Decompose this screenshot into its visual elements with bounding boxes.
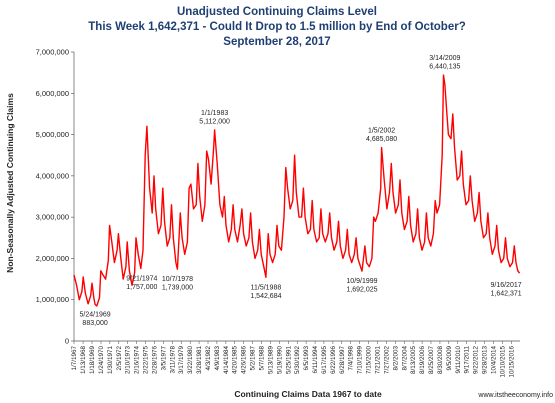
x-tick-label: 1/13/1968 — [80, 346, 87, 375]
y-tick-label: 6,000,000 — [36, 89, 69, 98]
x-tick-label: 5/30/1992 — [294, 346, 301, 375]
x-tick-label: 4/26/1986 — [241, 346, 248, 375]
annotation-value: 6,440,135 — [429, 64, 460, 71]
annotation-date: 1/5/2002 — [368, 128, 395, 135]
chart-subtitle: This Week 1,642,371 - Could It Drop to 1… — [88, 21, 465, 33]
y-tick-label: 1,000,000 — [36, 295, 69, 304]
annotation-date: 10/7/1978 — [162, 276, 193, 283]
x-tick-label: 5/7/1988 — [259, 346, 266, 371]
x-tick-label: 6/5/1993 — [303, 346, 310, 371]
x-tick-label: 2/5/1972 — [116, 346, 123, 371]
series-line — [73, 74, 521, 307]
x-tick-label: 6/11/1994 — [312, 346, 319, 374]
annotation-date: 5/24/1969 — [80, 312, 111, 319]
x-tick-label: 7/10/1999 — [357, 346, 364, 375]
annotation-date: 9/16/2017 — [490, 282, 521, 289]
x-tick-label: 9/5/2009 — [446, 346, 453, 371]
annotation-value: 5,112,000 — [199, 118, 230, 125]
x-tick-label: 10/15/2016 — [508, 346, 515, 378]
y-axis-title: Non-Seasonally Adjusted Continuing Claim… — [5, 93, 15, 273]
x-tick-label: 7/21/2001 — [374, 346, 381, 375]
x-tick-label: 8/19/2006 — [419, 346, 426, 375]
annotation-value: 1,542,684 — [250, 293, 281, 300]
x-tick-label: 1/7/1967 — [71, 346, 78, 371]
y-tick-label: 5,000,000 — [36, 130, 69, 139]
y-tick-label: 3,000,000 — [36, 213, 69, 222]
series-layer — [73, 74, 521, 307]
y-tick-label: 0 — [65, 337, 69, 346]
x-tick-label: 3/22/1980 — [187, 346, 194, 375]
x-tick-label: 3/5/1977 — [160, 346, 167, 371]
x-tick-label: 1/18/1969 — [89, 346, 96, 375]
x-tick-label: 10/4/2014 — [490, 346, 497, 375]
x-tick-label: 8/13/2005 — [410, 346, 417, 375]
x-tick-label: 10/10/2015 — [499, 346, 506, 378]
annotation-date: 11/5/1988 — [251, 284, 282, 291]
x-tick-label: 7/27/2002 — [383, 346, 390, 375]
x-tick-label: 3/11/1978 — [169, 346, 176, 374]
x-tick-label: 9/17/2011 — [464, 346, 471, 374]
y-tick-label: 4,000,000 — [36, 171, 69, 180]
x-tick-label: 1/30/1971 — [107, 346, 114, 375]
x-tick-label: 4/14/1984 — [223, 346, 230, 375]
x-tick-label: 8/30/2008 — [437, 346, 444, 375]
chart-date-line: September 28, 2017 — [223, 36, 330, 48]
x-tick-label: 1/24/1970 — [98, 346, 105, 375]
x-tick-label: 9/28/2013 — [481, 346, 488, 375]
annotation-value: 1,692,025 — [346, 287, 377, 294]
y-tick-label: 2,000,000 — [36, 254, 69, 263]
x-tick-label: 8/2/2003 — [392, 346, 399, 371]
annotation-value: 883,000 — [82, 320, 107, 327]
x-tick-label: 3/28/1981 — [196, 346, 203, 375]
x-tick-label: 7/4/1998 — [348, 346, 355, 371]
chart-title: Unadjusted Continuing Claims Level — [177, 6, 377, 18]
x-tick-label: 6/17/1995 — [321, 346, 328, 375]
x-axis-title: Continuing Claims Data 1967 to date — [234, 389, 382, 399]
x-tick-label: 8/25/2007 — [428, 346, 435, 375]
x-tick-label: 2/10/1973 — [125, 346, 132, 375]
y-axis: 0 1,000,000 2,000,000 3,000,000 4,000,000 5,0… — [36, 48, 75, 346]
x-tick-label: 9/22/2012 — [473, 346, 480, 375]
x-tick-label: 5/25/1991 — [285, 346, 292, 375]
annotation-value: 1,757,000 — [126, 284, 157, 291]
annotation-value: 1,739,000 — [162, 285, 193, 292]
x-tick-label: 9/11/2010 — [455, 346, 462, 374]
x-tick-label: 6/22/1996 — [330, 346, 337, 375]
x-tick-label: 7/15/2000 — [366, 346, 373, 375]
x-tick-label: 4/9/1983 — [214, 346, 221, 371]
x-tick-label: 2/28/1976 — [151, 346, 158, 375]
x-tick-label: 5/13/1989 — [267, 346, 274, 375]
annotation-date: 10/9/1999 — [346, 278, 377, 285]
x-tick-label: 3/17/1979 — [178, 346, 185, 375]
x-tick-label: 4/3/1982 — [205, 346, 212, 371]
x-tick-label: 2/16/1974 — [134, 346, 141, 375]
x-tick-label: 4/20/1985 — [232, 346, 239, 375]
x-tick-label: 6/28/1997 — [339, 346, 346, 375]
annotation-date: 1/1/1983 — [201, 110, 228, 117]
annotation-value: 1,642,371 — [490, 291, 521, 298]
x-axis: 1/7/1967 1/13/1968 1/18/1969 1/24/1970 1/30/… — [71, 340, 520, 378]
annotation-date: 9/21/1974 — [126, 275, 157, 282]
annotation-date: 3/14/2009 — [429, 55, 460, 62]
annotation-value: 4,685,080 — [366, 136, 397, 143]
x-tick-label: 2/22/1975 — [143, 346, 150, 375]
x-tick-label: 8/7/2004 — [401, 346, 408, 371]
x-tick-label: 5/2/1987 — [250, 346, 257, 371]
site-credit: www.itstheeconomy.info — [477, 392, 553, 399]
y-tick-label: 7,000,000 — [36, 48, 69, 57]
x-tick-label: 5/19/1990 — [276, 346, 283, 375]
